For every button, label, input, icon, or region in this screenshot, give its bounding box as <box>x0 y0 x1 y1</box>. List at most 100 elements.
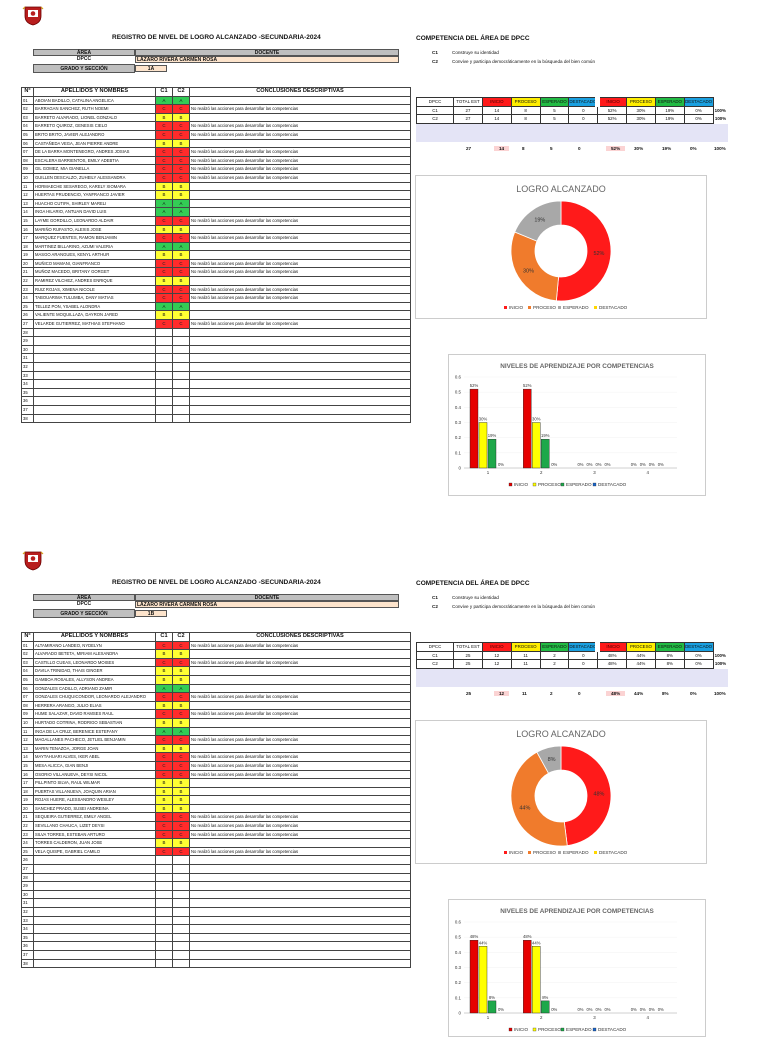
school-crest-icon <box>22 551 44 571</box>
row-number: 35 <box>21 387 34 398</box>
bar-value-label: 0% <box>649 1007 655 1012</box>
y-tick-label: 0.2 <box>455 980 462 985</box>
report-sheet-1B: REGISTRO DE NIVEL DE LOGRO ALCANZADO -SE… <box>0 545 768 1037</box>
competencia-title: COMPETENCIA DEL ÁREA DE DPCC <box>416 580 530 587</box>
student-name: MARTINEZ BILLARINO, AZUMI VALERIA <box>33 241 156 252</box>
donut-slice-esperado <box>536 745 562 774</box>
row-number: 03 <box>21 657 34 668</box>
row-number: 34 <box>21 924 34 934</box>
row-number: 04 <box>21 121 34 131</box>
bar-value-label: 0% <box>577 462 583 467</box>
bar-chart-panel: NIVELES DE APRENDIZAJE POR COMPETENCIAS 0… <box>448 899 706 1037</box>
c2-grade: C <box>172 258 190 269</box>
c1-grade: B <box>155 666 173 676</box>
table-row-empty: 29 <box>21 881 411 891</box>
empty-cell <box>189 387 411 398</box>
legend-label: ESPERADO <box>563 305 589 310</box>
conclusion-text: No realizó las acciones para desarrollar… <box>189 821 411 831</box>
c1-grade: C <box>155 267 173 278</box>
empty-cell <box>155 362 173 372</box>
row-number: 06 <box>21 683 34 694</box>
empty-cell <box>189 404 411 415</box>
bar-value-label: 48% <box>470 934 479 939</box>
empty-cell <box>155 872 173 883</box>
y-tick-label: 0.5 <box>455 390 462 395</box>
table-row-empty: 36 <box>21 941 411 951</box>
legend-swatch <box>504 306 507 309</box>
legend-label: DESTACADO <box>599 305 628 310</box>
empty-cell <box>189 379 411 389</box>
c1-grade: A <box>155 207 173 217</box>
col-c1-header: C1 <box>155 632 173 642</box>
summary-row: C2 27 14 8 5 0 52% 30% 19% 0% 100% <box>415 114 728 124</box>
empty-cell <box>189 915 411 926</box>
c2-grade: B <box>172 190 190 200</box>
c2-grade: C <box>172 267 190 278</box>
summary-header-cell: DPCC <box>415 97 455 107</box>
student-name: GIL GOMEZ, MIA GIANELLA <box>33 164 156 174</box>
c1-grade: B <box>155 112 173 123</box>
donut-chart-panel: LOGRO ALCANZADO 48% 44% 8% INICIO PROCESO ESPE… <box>415 720 707 864</box>
competencia-desc: Construye su identidad <box>452 595 499 600</box>
bar-value-label: 0% <box>595 462 601 467</box>
empty-cell <box>189 881 411 891</box>
summary-header-cell: TOTAL EST <box>453 642 483 652</box>
empty-cell <box>155 327 173 338</box>
table-row: 15 MESA ALICCA, GIAN BENJI C C No realizó la… <box>21 760 411 771</box>
summary-cell-total: 25 <box>453 650 483 660</box>
table-row: 22 SEVILLANO CHAUCA, LIZET DEYSI C C No real… <box>21 821 411 831</box>
row-number: 24 <box>21 293 34 303</box>
summary-cell-pp: 30% <box>626 105 656 115</box>
empty-cell <box>155 396 173 406</box>
area-value: DPCC <box>76 601 92 607</box>
bar-chart-panel: NIVELES DE APRENDIZAJE POR COMPETENCIAS 0… <box>448 354 706 496</box>
row-number: 08 <box>21 155 34 166</box>
empty-cell <box>33 855 156 866</box>
empty-cell <box>172 387 190 398</box>
c1-grade: C <box>155 769 173 780</box>
empty-cell <box>155 387 173 398</box>
table-row-empty: 38 <box>21 413 411 424</box>
c1-grade: A <box>155 198 173 209</box>
c2-grade: C <box>172 233 190 243</box>
summary-header-cell: PROCESO <box>510 97 541 107</box>
donut-chart: 48% 44% 8% INICIO PROCESO ESPERADO DESTACADO <box>504 745 628 855</box>
table-row: 23 RUIZ ROJAS, XIMENA NICOLE C C No realizó … <box>21 284 411 295</box>
legend-swatch <box>528 306 531 309</box>
table-row: 16 MARIÑO RUFASTO, ALEXIS JOSE B B <box>21 224 411 235</box>
table-row-empty: 35 <box>21 387 411 398</box>
y-tick-label: 0.1 <box>455 995 462 1000</box>
donut-slice-proceso <box>510 231 560 302</box>
empty-cell <box>155 344 173 355</box>
grado-value: 1B <box>135 610 167 617</box>
student-name: BARRETO QUIROZ, GENESIS CIELO <box>33 121 156 131</box>
c1-grade: A <box>155 301 173 312</box>
bar-value-label: 0% <box>658 462 664 467</box>
legend-swatch <box>594 306 597 309</box>
c2-grade: C <box>172 155 190 166</box>
row-number: 35 <box>21 932 34 943</box>
summary-table: DPCC TOTAL EST INICIO PROCESO ESPERADO DESTAC… <box>415 642 728 669</box>
c2-grade: C <box>172 284 190 295</box>
conclusion-text <box>189 803 411 814</box>
table-row-empty: 32 <box>21 907 411 917</box>
y-tick-label: 0.6 <box>455 375 462 380</box>
legend-label: INICIO <box>509 850 523 855</box>
row-number: 18 <box>21 786 34 797</box>
student-name: VELARDE GUTIERREZ, MATHIAS STEPHANO <box>33 319 156 329</box>
table-header-row: N° APELLIDOS Y NOMBRES C1 C2 CONCLUSIONES DE… <box>21 632 411 642</box>
empty-cell <box>155 413 173 424</box>
c1-grade: C <box>155 129 173 140</box>
c2-grade: C <box>172 735 190 745</box>
donut-slice-inicio <box>555 200 612 302</box>
student-name: HUME SALAZAR, DAVID RAMSES RAUL <box>33 709 156 719</box>
table-row-empty: 30 <box>21 889 411 900</box>
total-pe: 8% <box>662 691 669 696</box>
bar-legend-swatch <box>592 482 597 487</box>
table-row: 08 HERRERA ARANGO, JULIO ELIAS B B <box>21 700 411 711</box>
row-number: 36 <box>21 941 34 951</box>
conclusion-text <box>189 683 411 694</box>
total-t: 100% <box>714 691 726 696</box>
c2-grade: C <box>172 760 190 771</box>
c2-grade: B <box>172 743 190 754</box>
